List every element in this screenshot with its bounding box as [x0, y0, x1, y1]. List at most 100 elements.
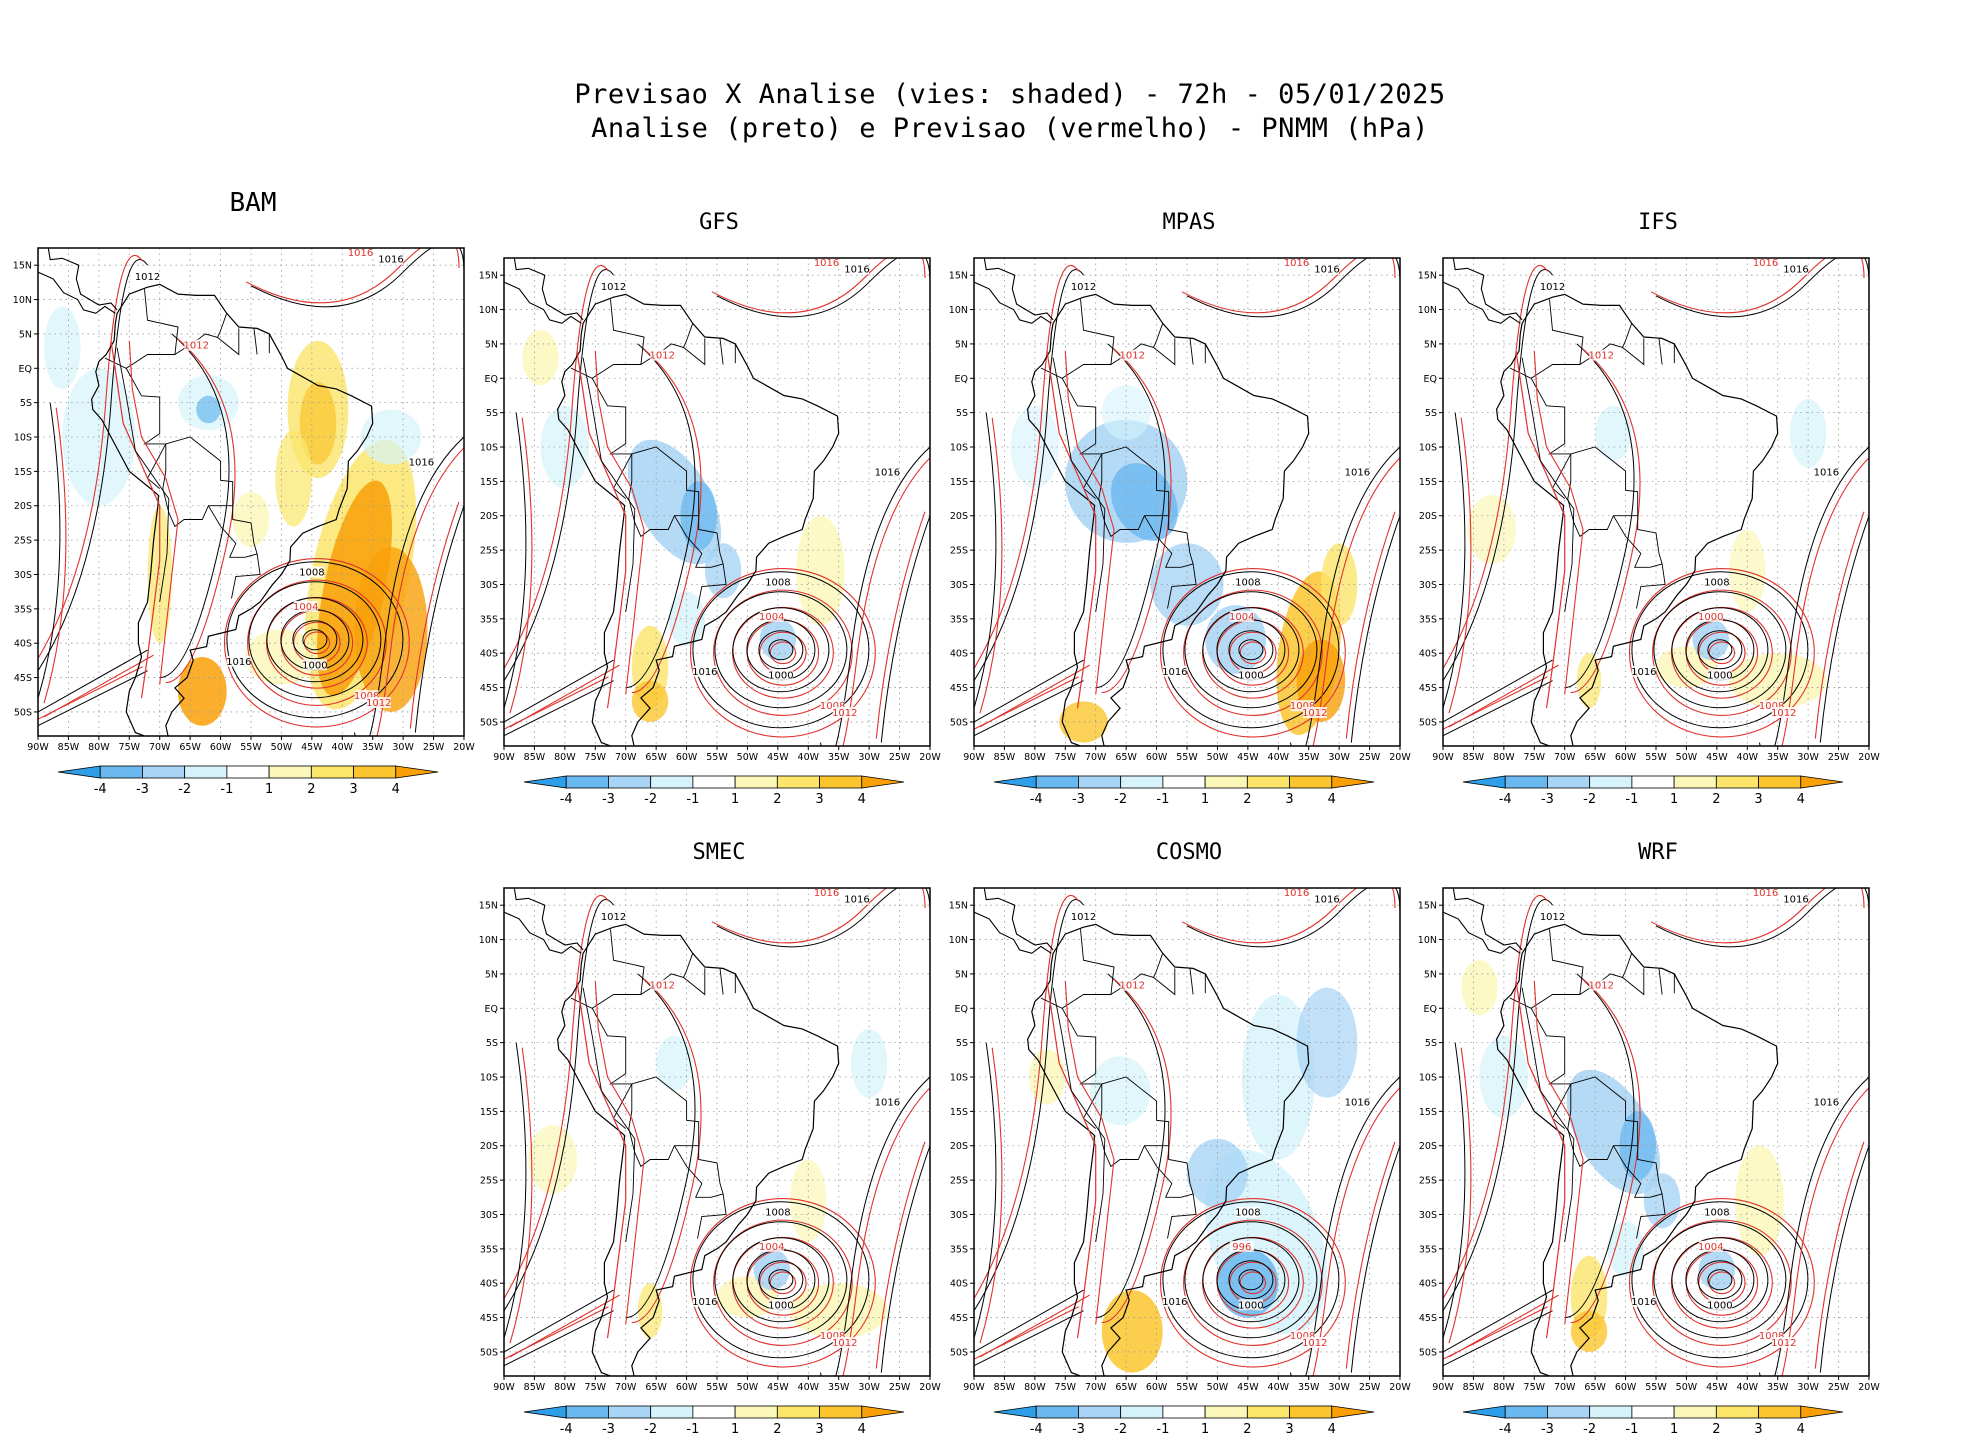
lat-tick-label: 5N: [19, 329, 32, 340]
lon-tick-label: 80W: [554, 752, 576, 763]
contour-label: 1012: [1071, 282, 1096, 293]
pressure-map: 1000 1004 1012 1012 1016 1016 1008 1008 1016 1016…: [949, 257, 1411, 807]
contour-label: 1012: [1771, 708, 1796, 719]
lon-tick-label: 80W: [1493, 752, 1515, 763]
contour-label: 1012: [366, 698, 391, 709]
lon-tick-label: 45W: [301, 742, 323, 753]
lon-tick-label: 40W: [1737, 752, 1759, 763]
colorbar-tick-label: 3: [1285, 1422, 1293, 1437]
contour-label: 1004: [1698, 1242, 1723, 1253]
colorbar-tick-label: 2: [773, 1422, 781, 1437]
lon-tick-label: 50W: [737, 752, 759, 763]
colorbar-tick-label: 4: [1797, 792, 1805, 807]
contour-label: 1012: [650, 981, 675, 992]
contour-label: 1012: [135, 272, 160, 283]
lon-tick-label: 90W: [1432, 752, 1454, 763]
bias-shading: [1089, 1056, 1151, 1126]
lat-tick-label: EQ: [485, 374, 498, 385]
lon-tick-label: 35W: [1767, 752, 1789, 763]
lon-tick-label: 20W: [1858, 1382, 1880, 1393]
lon-tick-label: 85W: [1463, 752, 1485, 763]
colorbar-tick-label: -1: [220, 782, 233, 797]
contour-label: 1012: [1071, 912, 1096, 923]
lon-tick-label: 65W: [179, 742, 201, 753]
lon-tick-label: 60W: [210, 742, 232, 753]
colorbar-tick-label: -1: [1156, 1422, 1169, 1437]
lon-tick-label: 45W: [767, 752, 789, 763]
lat-tick-label: 10N: [1418, 305, 1437, 316]
contour-label: 1016: [226, 657, 251, 668]
colorbar-tick-label: 1: [731, 1422, 739, 1437]
lon-tick-label: 80W: [1024, 752, 1046, 763]
bias-shading: [1467, 495, 1517, 564]
lat-tick-label: 50S: [480, 717, 498, 728]
bias-shading: [1101, 1290, 1163, 1373]
pressure-map: 1000 996 1012 1012 1016 1016 1008 1008 1016 1016 1…: [949, 887, 1411, 1437]
panel-title: WRF: [1638, 840, 1678, 865]
lon-tick-label: 35W: [1767, 1382, 1789, 1393]
colorbar-tick-label: 1: [1201, 792, 1209, 807]
lat-tick-label: 50S: [950, 717, 968, 728]
lon-tick-label: 85W: [994, 1382, 1016, 1393]
colorbar-tick-label: 2: [1243, 1422, 1251, 1437]
lat-tick-label: 15S: [14, 467, 32, 478]
panel-gfs: GFS 1000 1004 1012 1012 1016 1016 1008 1008 1016 1…: [466, 210, 942, 810]
contour-label: 1000: [1698, 612, 1723, 623]
contour-label: 1016: [1162, 667, 1187, 678]
colorbar-tick-label: 1: [731, 792, 739, 807]
contour-label: 1012: [650, 351, 675, 362]
colorbar-tick-label: -1: [686, 1422, 699, 1437]
lon-tick-label: 30W: [1797, 752, 1819, 763]
lon-tick-label: 70W: [615, 752, 637, 763]
colorbar: -4 -3 -2 -1 1 2 3 4: [523, 775, 905, 807]
bias-shading: [656, 1035, 693, 1091]
bias-shading: [522, 330, 559, 386]
contour-label: 1016: [1314, 265, 1339, 276]
lon-tick-label: 55W: [706, 1382, 728, 1393]
lon-tick-label: 25W: [889, 752, 911, 763]
colorbar: -4 -3 -2 -1 1 2 3 4: [57, 765, 439, 797]
lat-tick-label: 35S: [480, 1244, 498, 1255]
colorbar-tick-label: -1: [1156, 792, 1169, 807]
lat-tick-label: 10S: [480, 443, 498, 454]
lon-tick-label: 55W: [1176, 752, 1198, 763]
lon-tick-label: 50W: [1676, 752, 1698, 763]
colorbar-tick-label: -1: [686, 792, 699, 807]
lon-tick-label: 40W: [1268, 752, 1290, 763]
lat-tick-label: 15N: [479, 271, 498, 282]
lat-tick-label: 25S: [480, 1176, 498, 1187]
colorbar-tick-label: 4: [1328, 792, 1336, 807]
colorbar-tick-label: 2: [307, 782, 315, 797]
colorbar-tick-label: 1: [1670, 792, 1678, 807]
contour-label: 1016: [692, 667, 717, 678]
figure-title: Previsao X Analise (vies: shaded) - 72h …: [0, 78, 1964, 146]
contour-label: 1008: [1704, 1207, 1729, 1218]
contour-label: 1008: [299, 567, 324, 578]
colorbar-tick-label: 4: [392, 782, 400, 797]
contour-label: 1016: [1284, 258, 1309, 269]
lat-tick-label: EQ: [19, 364, 32, 375]
contour-label: 1012: [1589, 351, 1614, 362]
lat-tick-label: 50S: [1419, 1347, 1437, 1358]
lat-tick-label: 15N: [1418, 901, 1437, 912]
contour-label: 1012: [1540, 282, 1565, 293]
pressure-map: 1000 1004 1012 1012 1016 1016 1008 1008 1016 1016…: [479, 257, 941, 807]
contour-label: 1000: [1707, 670, 1732, 681]
lat-tick-label: 15N: [479, 901, 498, 912]
lat-tick-label: 45S: [480, 1313, 498, 1324]
bias-shading: [1735, 1145, 1784, 1256]
lon-tick-label: 30W: [1797, 1382, 1819, 1393]
contour-label: 1008: [1759, 1331, 1784, 1342]
lat-tick-label: EQ: [485, 1004, 498, 1015]
contour-label: 1012: [832, 708, 857, 719]
panel-title: BAM: [229, 188, 277, 218]
lat-tick-label: 5S: [486, 408, 498, 419]
colorbar-tick-label: -4: [560, 1422, 573, 1437]
lon-tick-label: 45W: [1706, 752, 1728, 763]
lat-tick-label: 25S: [950, 546, 968, 557]
lon-tick-label: 90W: [493, 752, 515, 763]
contour-label: 1008: [354, 691, 379, 702]
lat-tick-label: 5S: [1425, 1038, 1437, 1049]
lon-tick-label: 25W: [1828, 1382, 1850, 1393]
lon-tick-label: 35W: [362, 742, 384, 753]
